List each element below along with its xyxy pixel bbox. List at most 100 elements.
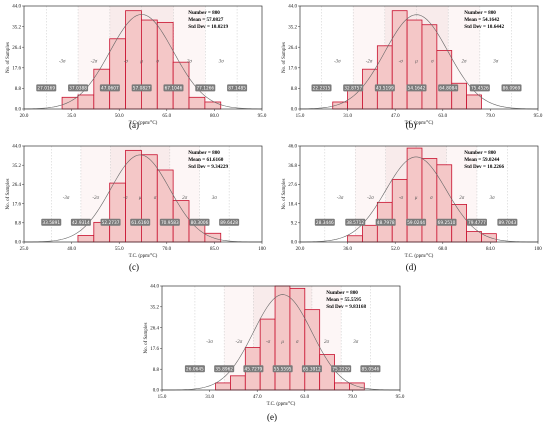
x-tick-label: 100 [258,247,266,252]
x-tick-label: 47.0 [253,395,262,400]
y-tick-label: 0.0 [291,108,298,113]
sigma-label: -3σ [337,196,344,201]
x-tick-label: 50.0 [115,114,124,119]
sigma-value-badge: 48.7978 [375,218,396,226]
chart-panel-2: -3σ -2σ -σ μ σ 2σ 3σ 22.2315 32.8757 43.5199 54.16… [282,5,543,130]
badge-text: 48.7978 [377,220,395,226]
x-tick-label: 55.0 [115,247,124,252]
badge-box [131,84,152,92]
y-tick-label: 8.8 [15,87,22,92]
y-tick-label: 44.0 [12,145,21,150]
y-tick-label: 17.6 [288,67,297,72]
x-tick-label: 20.0 [20,114,29,119]
sigma-value-badge: 37.0388 [68,84,89,92]
sigma-value-badge: 75.2229 [331,365,352,373]
y-axis-label: No. of Samples [282,178,287,209]
histogram-bar [334,382,350,391]
x-tick-label: 79.0 [486,114,495,119]
badge-text: 22.2315 [313,86,331,92]
sigma-label: -σ [399,196,404,201]
histogram-bar [436,164,453,243]
x-tick-label: 84.0 [486,247,495,252]
histogram-bar [204,101,222,110]
x-tick-label: 65.0 [162,114,171,119]
y-axis-label: No. of Samples [282,42,287,73]
chart-panel-5: -3σ -2σ -σ μ σ 2σ 3σ 26.0645 35.8962 45.7279 55.55… [144,285,405,422]
sigma-value-badge: 61.6160 [130,218,151,226]
x-tick-label: 36.0 [343,247,352,252]
sigma-label: μ [140,60,143,65]
panel-label: (a) [129,120,139,130]
sigma-label: 2σ [324,340,330,345]
sigma-value-badge: 75.4526 [469,84,490,92]
badge-box [331,365,352,373]
sigma-label: 2σ [462,60,468,65]
y-tick-label: 8.8 [153,368,160,373]
sigma-label: -σ [123,196,128,201]
badge-box [219,218,240,226]
y-tick-label: 18.4 [288,202,297,207]
x-tick-label: 40.0 [67,247,76,252]
x-tick-label: 95.0 [396,395,405,400]
sigma-label: σ [154,196,157,201]
x-tick-label: 95.0 [258,114,267,119]
histogram-bar [141,19,158,110]
badge-box [70,218,91,226]
x-tick-label: 100 [534,247,542,252]
y-axis-label: No. of Samples [6,42,11,73]
badge-text: 47.0607 [101,86,119,92]
normal-curve [161,294,401,391]
x-tick-label: 15.0 [296,114,305,119]
badge-text: 54.1642 [408,86,426,92]
y-tick-label: 0.0 [15,241,22,246]
plot-frame [23,145,263,243]
y-tick-label: 8.8 [15,222,22,227]
badge-text: 61.6160 [131,220,149,226]
plot-frame [161,285,401,391]
badge-box [343,84,364,92]
badge-text: 32.8757 [344,86,362,92]
y-tick-label: 0.0 [15,108,22,113]
badge-box [374,84,395,92]
x-axis-label: T.C. (ppm/°C) [129,121,158,126]
badge-text: 65.3912 [303,367,321,373]
chart-panel-4: -3σ -2σ -σ μ σ 2σ 3σ 28.3446 38.5712 48.7978 59.02… [282,145,542,272]
sigma-label: -σ [124,60,129,65]
sigma-value-badge: 26.0645 [184,365,205,373]
y-tick-label: 44.0 [12,5,21,10]
y-tick-label: 26.4 [12,46,21,51]
x-tick-label: 31.0 [343,114,352,119]
badge-text: 37.0388 [69,86,87,92]
x-tick-label: 31.0 [205,395,214,400]
badge-box [314,218,335,226]
sigma-value-badge: 70.9583 [159,218,180,226]
chart-panel-3: -3σ -2σ -σ μ σ 2σ 3σ 33.5891 42.9314 52.2737 61.61… [6,145,266,272]
sigma-value-badge: 35.8962 [214,365,235,373]
normal-curve [23,14,263,110]
badge-box [99,84,120,92]
y-tick-label: 35.2 [288,25,297,30]
badge-box [360,365,381,373]
sigma-value-badge: 52.2737 [100,218,121,226]
badge-text: 64.8084 [439,86,457,92]
stat-std: Std Dev = 10.2266 [464,164,504,170]
stat-number: Number = 800 [464,10,496,16]
y-tick-label: 27.6 [288,183,297,188]
y-tick-label: 44.0 [288,5,297,10]
x-axis-label: T.C. (ppm/°C) [129,254,158,259]
normal-curve [299,156,539,243]
sigma-label: -3σ [334,60,341,65]
badge-text: 77.1266 [196,86,214,92]
normal-curve [23,154,262,243]
badge-box [189,218,210,226]
x-tick-label: 25.0 [20,247,29,252]
sigma-value-badge: 65.3912 [301,365,322,373]
histogram-bar [289,287,306,391]
sigma-value-badge: 54.1642 [406,84,427,92]
histogram-bar [274,285,291,391]
histogram-bar [215,382,231,391]
sigma-value-badge: 59.0244 [406,218,427,226]
histogram-bar [466,94,482,110]
